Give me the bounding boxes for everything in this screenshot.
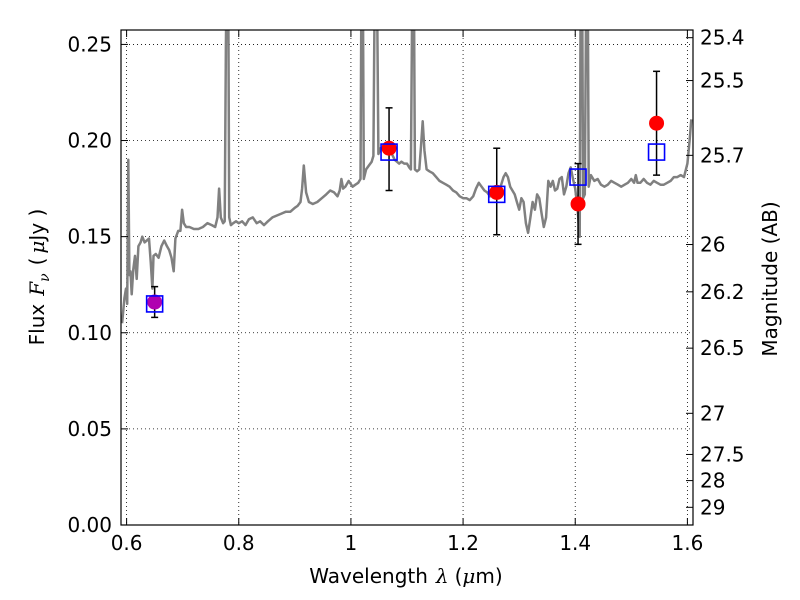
- x-tick-label: 0.8: [223, 531, 255, 555]
- marker-layer: [145, 115, 666, 313]
- x-tick-label: 1.4: [559, 531, 591, 555]
- y2-axis-label: Magnitude (AB): [758, 201, 782, 356]
- y-tick-label: 0.05: [67, 417, 112, 441]
- spectrum-layer: [121, 30, 693, 324]
- y-tick-label: 0.25: [67, 32, 112, 56]
- observed-point: [570, 196, 586, 212]
- magnitude-tick-label: 27: [700, 401, 725, 425]
- model-point: [380, 143, 398, 161]
- axis-ticks: 0.6 0.8 1 1.2 1.4 1.6 0.00 0.05 0.10 0.15 0.20 0.25…: [67, 26, 744, 555]
- observed-point: [381, 140, 397, 156]
- model-point: [145, 295, 164, 313]
- magnitude-tick-label: 28: [700, 469, 725, 493]
- magnitude-tick-label: 29: [700, 495, 725, 519]
- x-axis-label: Wavelength λ (μm): [309, 564, 502, 588]
- y-tick-label: 0.20: [67, 129, 112, 153]
- y-axis-label: FluxFν(μJy ): [25, 209, 53, 346]
- magnitude-tick-label: 26: [700, 233, 725, 257]
- y-tick-label: 0.00: [67, 513, 112, 537]
- model-point: [487, 185, 506, 204]
- x-tick-label: 1: [345, 531, 358, 555]
- model-point: [647, 143, 666, 161]
- y-tick-label: 0.10: [67, 321, 112, 345]
- magnitude-tick-label: 25.4: [700, 26, 745, 50]
- y-tick-label: 0.15: [67, 225, 112, 249]
- x-tick-label: 1.2: [447, 531, 479, 555]
- observed-point: [649, 115, 665, 131]
- magnitude-tick-label: 26.2: [700, 280, 745, 304]
- magnitude-tick-label: 25.5: [700, 69, 745, 93]
- grid-lines: [121, 30, 693, 526]
- x-tick-label: 1.6: [671, 531, 703, 555]
- magnitude-tick-label: 27.5: [700, 442, 745, 466]
- spectrum-line: [121, 30, 693, 324]
- x-tick-label: 0.6: [111, 531, 143, 555]
- observed-point: [147, 294, 163, 310]
- magnitude-tick-label: 25.7: [700, 143, 745, 167]
- plot-frame: [120, 29, 694, 526]
- observed-point: [489, 184, 505, 200]
- magnitude-tick-label: 26.5: [700, 336, 745, 360]
- model-point: [569, 168, 587, 186]
